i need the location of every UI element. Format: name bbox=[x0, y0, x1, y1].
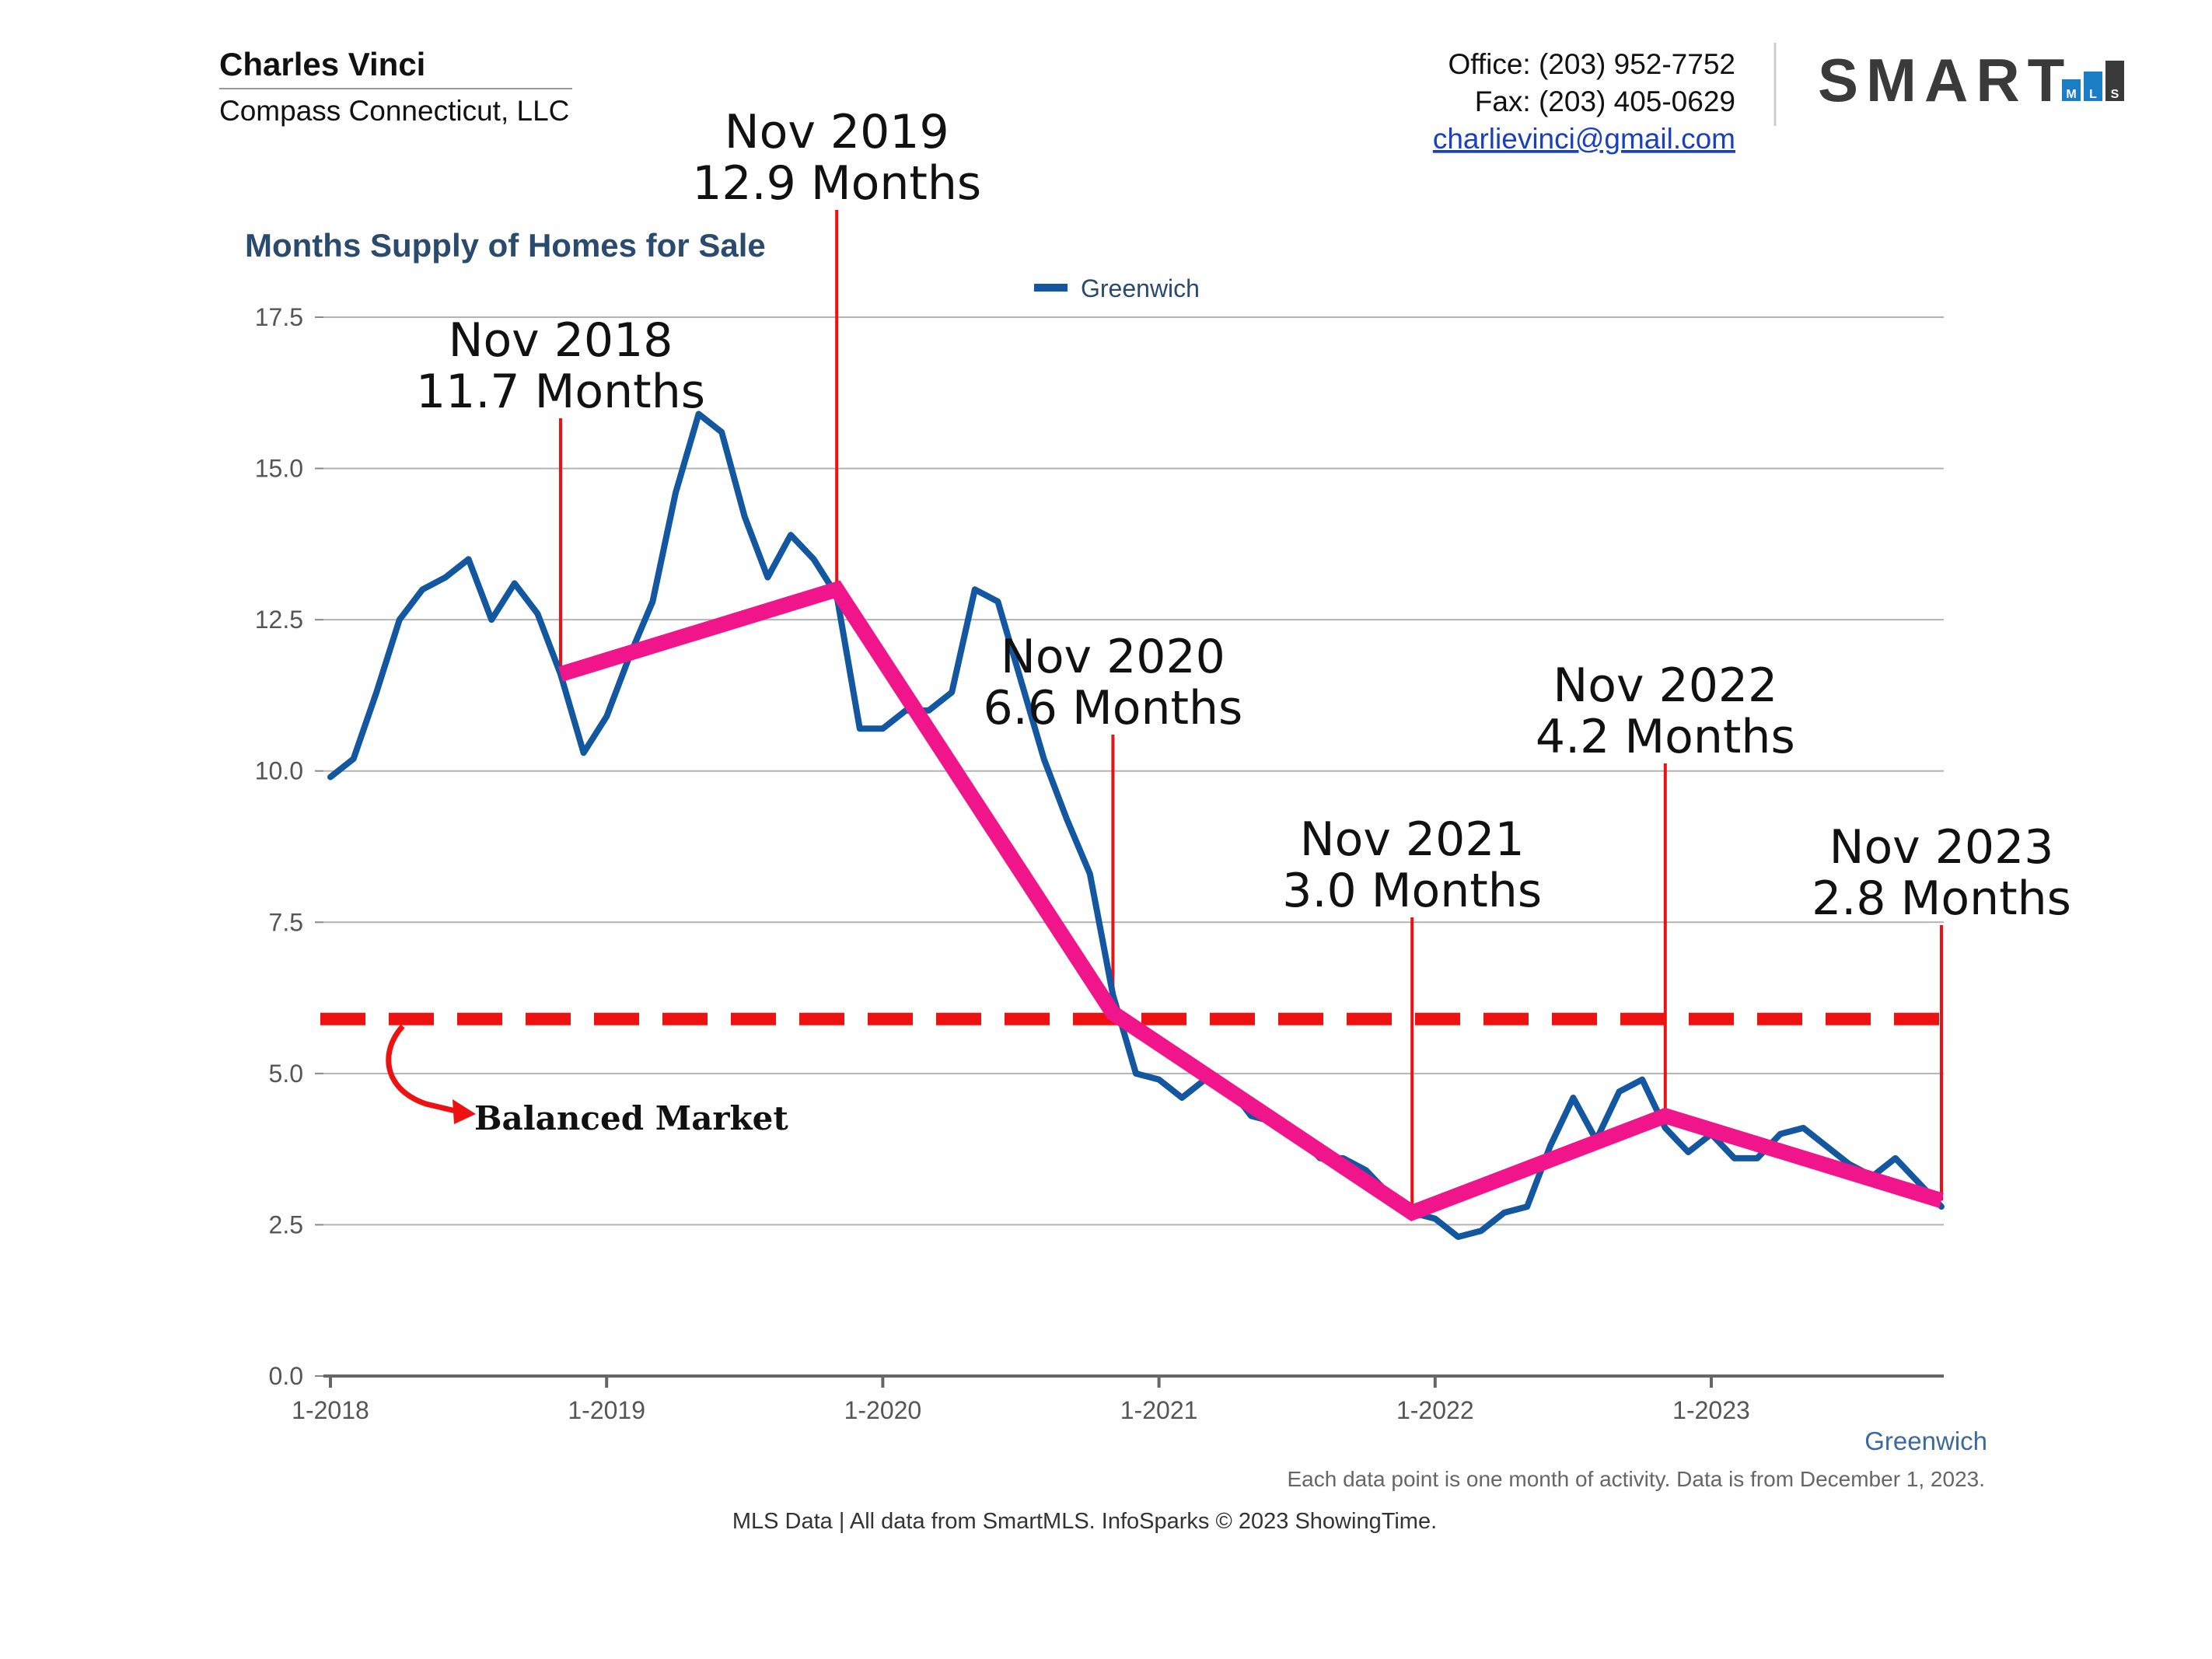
annotation-date: Nov 2023 bbox=[1829, 820, 2054, 875]
series-corner-label: Greenwich bbox=[1864, 1427, 1987, 1455]
y-tick-label: 17.5 bbox=[255, 303, 303, 331]
x-tick-label: 1-2022 bbox=[1396, 1396, 1474, 1424]
annotation-value: 11.7 Months bbox=[416, 365, 705, 419]
annotation-date: Nov 2020 bbox=[1001, 630, 1225, 684]
annotation-date: Nov 2022 bbox=[1553, 658, 1777, 713]
annotation-date: Nov 2019 bbox=[725, 105, 949, 159]
annotation-date: Nov 2021 bbox=[1300, 812, 1525, 867]
footer-credit: MLS Data | All data from SmartMLS. InfoS… bbox=[732, 1509, 1437, 1534]
fax-number: Fax: (203) 405-0629 bbox=[1475, 86, 1735, 117]
email-link[interactable]: charlievinci@gmail.com bbox=[1433, 123, 1735, 155]
office-phone: Office: (203) 952-7752 bbox=[1448, 48, 1735, 80]
agent-name: Charles Vinci bbox=[219, 46, 425, 82]
y-tick-label: 0.0 bbox=[269, 1362, 303, 1390]
x-axis-ticks: 1-2018 1-2019 1-2020 1-2021 1-2022 1-2023 bbox=[292, 1376, 1750, 1424]
annotation-value: 4.2 Months bbox=[1536, 710, 1795, 764]
balanced-market-arrow bbox=[386, 1024, 460, 1115]
y-tick-label: 7.5 bbox=[269, 908, 303, 936]
logo-letter-s: S bbox=[2111, 88, 2119, 101]
logo-wordmark: SMART bbox=[1818, 46, 2072, 114]
x-tick-label: 1-2018 bbox=[292, 1396, 369, 1424]
annotation-date: Nov 2018 bbox=[449, 313, 673, 368]
annotation-value: 6.6 Months bbox=[983, 681, 1242, 735]
y-tick-label: 5.0 bbox=[269, 1060, 303, 1088]
logo-box-m bbox=[2062, 79, 2081, 101]
series-line-greenwich[interactable] bbox=[327, 410, 1945, 1240]
y-tick-label: 15.0 bbox=[255, 455, 303, 483]
chart-title: Months Supply of Homes for Sale bbox=[245, 227, 766, 264]
grid-lines bbox=[323, 316, 1944, 1226]
y-axis-ticks: 0.0 2.5 5.0 7.5 10.0 12.5 15.0 17.5 bbox=[255, 303, 323, 1390]
y-tick-label: 2.5 bbox=[269, 1210, 303, 1238]
y-tick-label: 10.0 bbox=[255, 757, 303, 785]
annotation-value: 3.0 Months bbox=[1282, 864, 1542, 918]
logo-letter-m: M bbox=[2066, 88, 2076, 101]
x-tick-label: 1-2021 bbox=[1120, 1396, 1198, 1424]
annotation-lines bbox=[559, 210, 1943, 1213]
y-tick-label: 12.5 bbox=[255, 606, 303, 634]
series-group bbox=[327, 410, 1945, 1240]
x-tick-label: 1-2023 bbox=[1672, 1396, 1750, 1424]
legend-label[interactable]: Greenwich bbox=[1081, 274, 1200, 302]
x-tick-label: 1-2020 bbox=[844, 1396, 922, 1424]
logo-letter-l: L bbox=[2089, 88, 2097, 101]
annotation-value: 2.8 Months bbox=[1812, 871, 2071, 926]
company-name: Compass Connecticut, LLC bbox=[219, 95, 569, 127]
footer-note: Each data point is one month of activity… bbox=[1288, 1467, 1986, 1491]
annotation-value: 12.9 Months bbox=[692, 156, 981, 211]
logo-box-s bbox=[2105, 61, 2124, 101]
balanced-market-label: Balanced Market bbox=[474, 1099, 788, 1137]
trend-line[interactable] bbox=[558, 580, 1944, 1222]
x-tick-label: 1-2019 bbox=[568, 1396, 645, 1424]
arrow-head-icon bbox=[453, 1099, 476, 1124]
logo-box-l bbox=[2084, 72, 2102, 101]
